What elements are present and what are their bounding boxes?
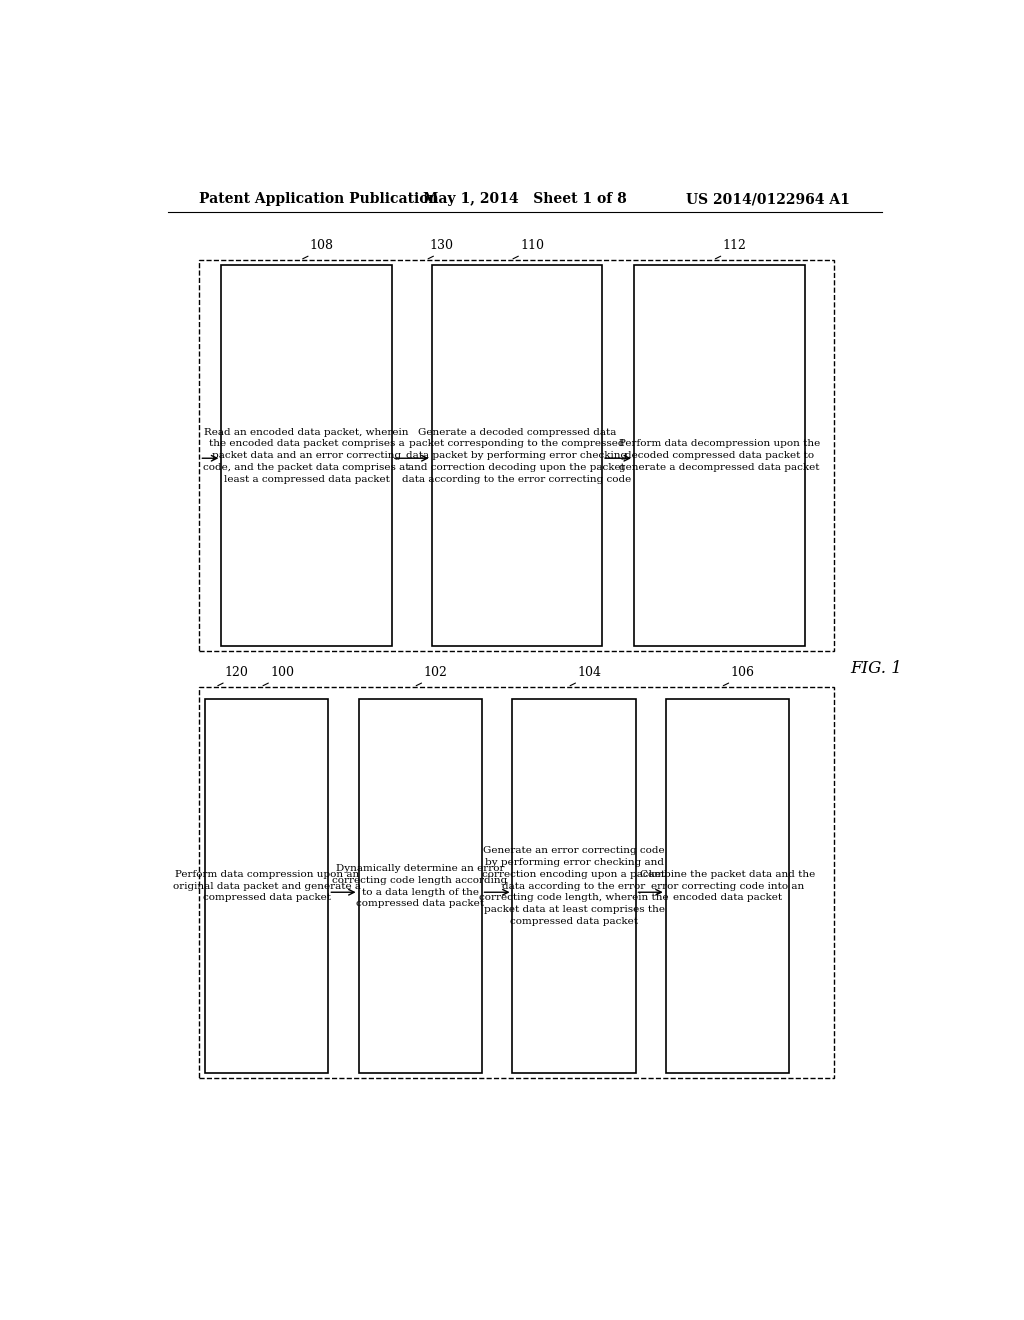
Bar — [200, 686, 835, 1078]
Text: 104: 104 — [578, 665, 601, 678]
Text: Read an encoded data packet, wherein
the encoded data packet comprises a
packet : Read an encoded data packet, wherein the… — [204, 428, 410, 484]
Text: 120: 120 — [225, 665, 249, 678]
Bar — [200, 260, 835, 651]
Text: Generate an error correcting code
by performing error checking and
correction en: Generate an error correcting code by per… — [479, 846, 669, 927]
Text: Generate a decoded compressed data
packet corresponding to the compressed
data p: Generate a decoded compressed data packe… — [402, 428, 632, 484]
Text: 108: 108 — [309, 239, 334, 252]
Text: May 1, 2014   Sheet 1 of 8: May 1, 2014 Sheet 1 of 8 — [423, 191, 627, 206]
Bar — [206, 700, 329, 1073]
Text: Patent Application Publication: Patent Application Publication — [200, 191, 439, 206]
Text: 102: 102 — [423, 665, 447, 678]
Bar — [431, 265, 602, 647]
Bar — [358, 700, 481, 1073]
Text: Combine the packet data and the
error correcting code into an
encoded data packe: Combine the packet data and the error co… — [640, 870, 815, 903]
Text: FIG. 1: FIG. 1 — [850, 660, 902, 677]
Text: Dynamically determine an error
correcting code length according
to a data length: Dynamically determine an error correctin… — [333, 865, 508, 908]
Text: 110: 110 — [520, 239, 544, 252]
Text: Perform data decompression upon the
decoded compressed data packet to
generate a: Perform data decompression upon the deco… — [618, 440, 820, 473]
Bar — [666, 700, 788, 1073]
Bar — [512, 700, 636, 1073]
Text: 130: 130 — [430, 239, 454, 252]
Text: US 2014/0122964 A1: US 2014/0122964 A1 — [686, 191, 850, 206]
Bar — [634, 265, 805, 647]
Text: Perform data compression upon an
original data packet and generate a
compressed : Perform data compression upon an origina… — [173, 870, 360, 903]
Text: 100: 100 — [270, 665, 294, 678]
Text: 106: 106 — [730, 665, 755, 678]
Text: 112: 112 — [722, 239, 746, 252]
Bar — [221, 265, 392, 647]
